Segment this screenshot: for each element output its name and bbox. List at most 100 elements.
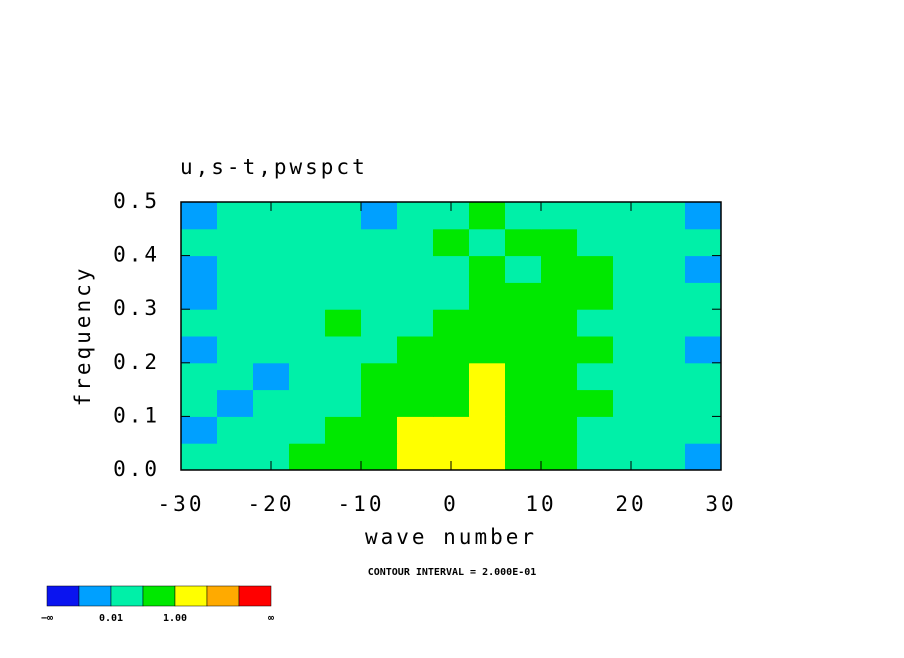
contour-cell	[289, 443, 326, 471]
contour-cell	[289, 309, 326, 337]
contour-cell	[433, 228, 470, 257]
contour-cell	[685, 362, 722, 391]
contour-cell	[685, 389, 722, 417]
contour-cell	[289, 282, 326, 310]
colorbar-label: 1.00	[163, 613, 187, 624]
contour-cell	[649, 282, 686, 310]
contour-cell	[433, 416, 470, 444]
contour-cell	[505, 416, 542, 444]
contour-cell	[325, 202, 362, 230]
contour-cell	[505, 336, 542, 364]
contour-cell	[181, 309, 218, 337]
contour-cell	[181, 443, 218, 471]
contour-cell	[397, 336, 434, 364]
contour-cell	[253, 309, 290, 337]
x-tick-label: 20	[615, 492, 646, 516]
contour-cell	[217, 282, 254, 310]
contour-cell	[397, 228, 434, 257]
y-axis-label: frequency	[71, 266, 95, 407]
contour-cell	[361, 336, 398, 364]
x-axis-label: wave number	[365, 525, 537, 549]
contour-cell	[649, 389, 686, 417]
contour-cell	[217, 443, 254, 471]
contour-cell	[505, 362, 542, 391]
contour-cell	[541, 416, 578, 444]
contour-cell	[289, 255, 326, 283]
contour-cell	[181, 228, 218, 257]
contour-cell	[577, 309, 614, 337]
contour-cell	[325, 255, 362, 283]
contour-cell	[361, 389, 398, 417]
x-tick-label: -20	[248, 492, 295, 516]
contour-cell	[541, 255, 578, 283]
contour-cell	[325, 336, 362, 364]
contour-cell	[577, 202, 614, 230]
contour-cell	[253, 282, 290, 310]
contour-cell	[361, 282, 398, 310]
contour-cell	[541, 202, 578, 230]
x-tick-label: -10	[338, 492, 385, 516]
contour-cell	[361, 309, 398, 337]
contour-cell	[541, 443, 578, 471]
contour-cell	[217, 389, 254, 417]
chart-title: u,s-t,pwspct	[180, 155, 368, 179]
contour-cell	[685, 228, 722, 257]
y-tick-label: 0.2	[113, 350, 160, 374]
contour-cell	[361, 443, 398, 471]
contour-cell	[649, 228, 686, 257]
x-tick-label: 0	[443, 492, 459, 516]
contour-cell	[289, 416, 326, 444]
y-tick-label: 0.5	[113, 189, 160, 213]
contour-cell	[469, 362, 506, 391]
contour-cell	[181, 389, 218, 417]
colorbar-box	[110, 585, 144, 607]
colorbar-box	[238, 585, 272, 607]
contour-cell	[577, 282, 614, 310]
contour-cell	[397, 389, 434, 417]
colorbar-label: ∞	[268, 613, 274, 624]
contour-cell	[253, 389, 290, 417]
contour-cell	[577, 416, 614, 444]
contour-cell	[289, 362, 326, 391]
contour-cell	[505, 255, 542, 283]
annotation: CONTOUR INTERVAL = 2.000E-01	[368, 567, 537, 578]
contour-cell	[181, 336, 218, 364]
contour-cell	[469, 255, 506, 283]
contour-cell	[613, 389, 650, 417]
contour-cell	[469, 443, 506, 471]
contour-cell	[433, 336, 470, 364]
contour-cell	[433, 362, 470, 391]
contour-cell	[541, 309, 578, 337]
contour-cell	[325, 228, 362, 257]
contour-cell	[685, 282, 722, 310]
contour-cell	[577, 255, 614, 283]
contour-cell	[541, 282, 578, 310]
y-tick-label: 0.4	[113, 243, 160, 267]
contour-cell	[541, 362, 578, 391]
contour-cell	[325, 362, 362, 391]
contour-cell	[649, 336, 686, 364]
contour-cell	[253, 362, 290, 391]
contour-cell	[469, 416, 506, 444]
colorbar-box	[142, 585, 176, 607]
contour-cell	[217, 202, 254, 230]
contour-cell	[577, 443, 614, 471]
colorbar-box	[174, 585, 208, 607]
colorbar-label: −∞	[41, 613, 53, 624]
contour-cell	[469, 336, 506, 364]
contour-cell	[577, 389, 614, 417]
y-tick-label: 0.3	[113, 296, 160, 320]
contour-cell	[325, 443, 362, 471]
contour-cell	[361, 362, 398, 391]
contour-cell	[469, 228, 506, 257]
contour-cell	[469, 309, 506, 337]
y-tick-label: 0.0	[113, 457, 160, 481]
contour-cell	[289, 228, 326, 257]
contour-cell	[685, 255, 722, 283]
colorbar-box	[78, 585, 112, 607]
contour-cell	[577, 228, 614, 257]
contour-cell	[541, 389, 578, 417]
contour-cell	[253, 336, 290, 364]
contour-cell	[325, 389, 362, 417]
